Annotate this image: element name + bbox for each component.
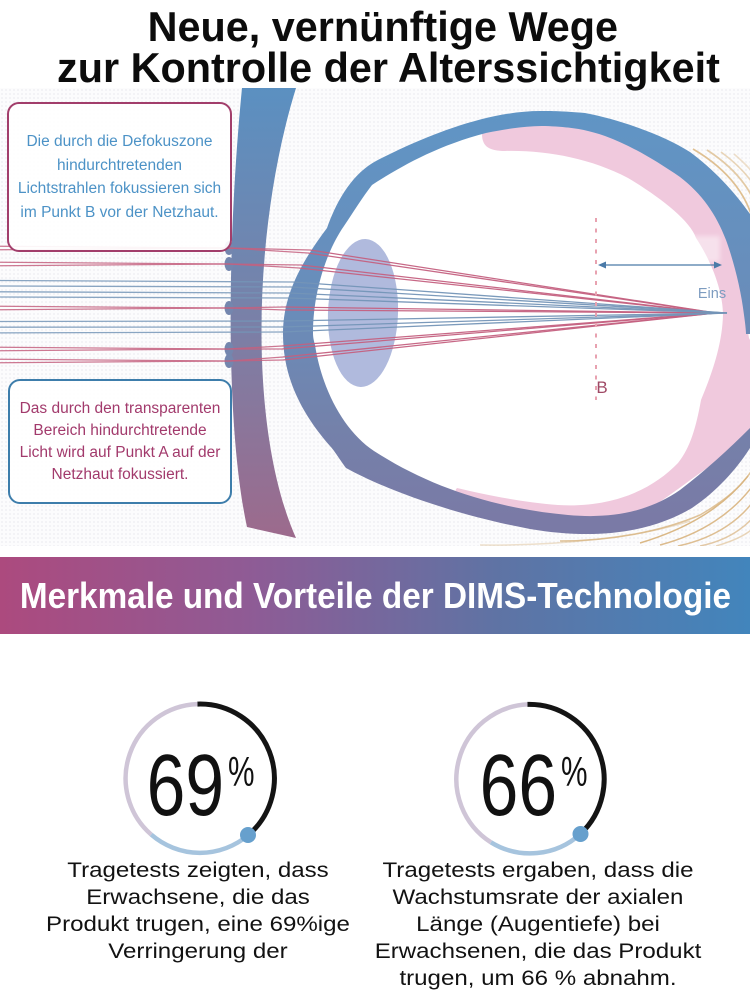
svg-text:B: B: [596, 378, 607, 397]
svg-text:Eins: Eins: [698, 286, 726, 302]
